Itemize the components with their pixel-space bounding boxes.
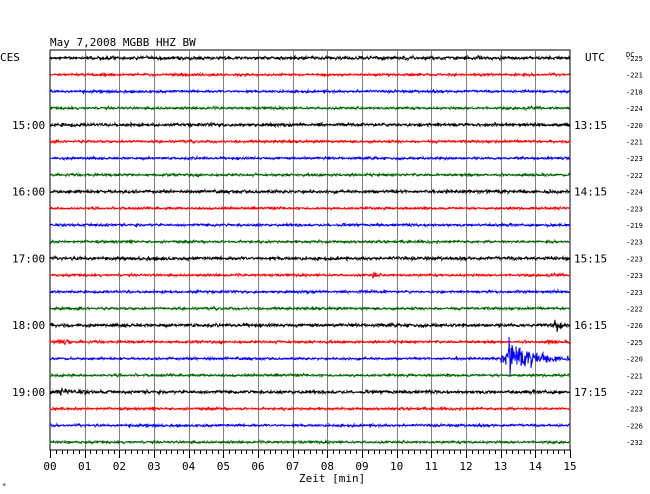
x-tick-label: 08: [321, 460, 334, 473]
dc-offset-label: -225: [626, 55, 643, 63]
x-tick-label: 00: [43, 460, 56, 473]
dc-label: DC: [626, 51, 634, 59]
x-tick-label: 06: [251, 460, 264, 473]
x-tick-label: 04: [182, 460, 196, 473]
trace-12: [49, 254, 571, 263]
trace-14: [49, 288, 571, 295]
trace-0: [49, 54, 571, 62]
dc-offset-label: -223: [626, 289, 643, 297]
left-hour-label: 16:00: [12, 186, 45, 199]
dc-offset-label: -223: [626, 272, 643, 280]
trace-group: [49, 54, 571, 446]
left-hour-label: 18:00: [12, 319, 45, 332]
trace-1: [49, 71, 571, 78]
trace-4: [49, 121, 571, 129]
dc-offset-label: -221: [626, 72, 643, 80]
dc-offset-label: -226: [626, 322, 643, 330]
x-tick-label: 05: [217, 460, 230, 473]
dc-offset-label: -223: [626, 155, 643, 163]
dc-offset-label: -220: [626, 356, 643, 364]
x-tick-label: 10: [390, 460, 403, 473]
x-tick-label: 13: [494, 460, 507, 473]
dc-offset-label: -222: [626, 389, 643, 397]
footer-mark: *: [2, 482, 6, 490]
dc-offset-label: -223: [626, 239, 643, 247]
x-axis: 00 01 02 03 04 05 06 07 08 09 10 11 12 13 14 15: [43, 450, 577, 473]
dc-offset-label: -221: [626, 372, 643, 380]
trace-17: [49, 338, 571, 346]
x-tick-label: 14: [529, 460, 543, 473]
dc-offset-label: -221: [626, 139, 643, 147]
dc-offset-label: -225: [626, 339, 643, 347]
trace-23: [49, 438, 571, 446]
trace-5: [49, 138, 571, 145]
right-hour-label: 13:15: [574, 119, 607, 132]
plot-grid: [49, 49, 571, 451]
dc-offset-label: -222: [626, 306, 643, 314]
trace-15: [49, 305, 571, 312]
dc-offset-label: -223: [626, 255, 643, 263]
left-hour-label: 17:00: [12, 252, 45, 265]
dc-offset-label: -219: [626, 222, 643, 230]
x-tick-label: 03: [147, 460, 160, 473]
x-tick-label: 02: [113, 460, 126, 473]
trace-3: [49, 104, 571, 112]
plot-frame: [49, 49, 571, 451]
trace-16: [49, 319, 571, 333]
chart-title: May 7,2008 MGBB HHZ BW: [50, 36, 196, 49]
x-tick-label: 15: [563, 460, 576, 473]
x-tick-label: 01: [78, 460, 91, 473]
right-hour-label: 16:15: [574, 319, 607, 332]
left-axis-label: CES: [0, 51, 20, 64]
x-tick-label: 07: [286, 460, 299, 473]
dc-offset-label: -224: [626, 105, 643, 113]
trace-10: [49, 221, 571, 229]
trace-22: [49, 422, 571, 429]
dc-offset-label: -223: [626, 406, 643, 414]
dc-offset-label: -232: [626, 439, 643, 447]
trace-8: [49, 187, 571, 196]
x-axis-label: Zeit [min]: [299, 472, 365, 485]
trace-7: [49, 171, 571, 179]
right-hour-label: 14:15: [574, 186, 607, 199]
dc-offset-label: -223: [626, 205, 643, 213]
dc-offset-label: -220: [626, 122, 643, 130]
trace-20: [49, 387, 571, 396]
x-tick-label: 09: [355, 460, 368, 473]
trace-9: [49, 204, 571, 212]
right-hour-label: 15:15: [574, 252, 607, 265]
dc-offset-label: -226: [626, 422, 643, 430]
trace-11: [49, 238, 571, 245]
trace-2: [49, 88, 571, 95]
right-hour-label: 17:15: [574, 386, 607, 399]
x-tick-label: 11: [425, 460, 438, 473]
dc-offset-label: -224: [626, 189, 643, 197]
dc-offset-label: -218: [626, 88, 643, 96]
trace-18: [49, 336, 571, 376]
label-group: 15:00 16:00 17:00 18:00 19:00 13:15 14:15 15:15…: [12, 55, 643, 447]
trace-19: [49, 371, 571, 379]
trace-21: [49, 405, 571, 412]
trace-13: [49, 271, 571, 279]
left-hour-label: 15:00: [12, 119, 45, 132]
x-tick-label: 12: [459, 460, 472, 473]
trace-6: [49, 154, 571, 162]
dc-offset-label: -222: [626, 172, 643, 180]
right-axis-label: UTC: [585, 51, 605, 64]
left-hour-label: 19:00: [12, 386, 45, 399]
